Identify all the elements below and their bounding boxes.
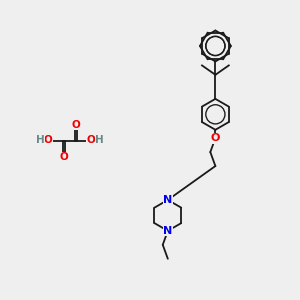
Text: N: N [163, 195, 172, 205]
Text: O: O [71, 120, 80, 130]
Text: O: O [44, 136, 53, 146]
Text: O: O [87, 136, 95, 146]
Text: O: O [59, 152, 68, 162]
Text: H: H [95, 136, 104, 146]
Text: H: H [36, 136, 44, 146]
Text: O: O [211, 133, 220, 143]
Text: N: N [163, 226, 172, 236]
